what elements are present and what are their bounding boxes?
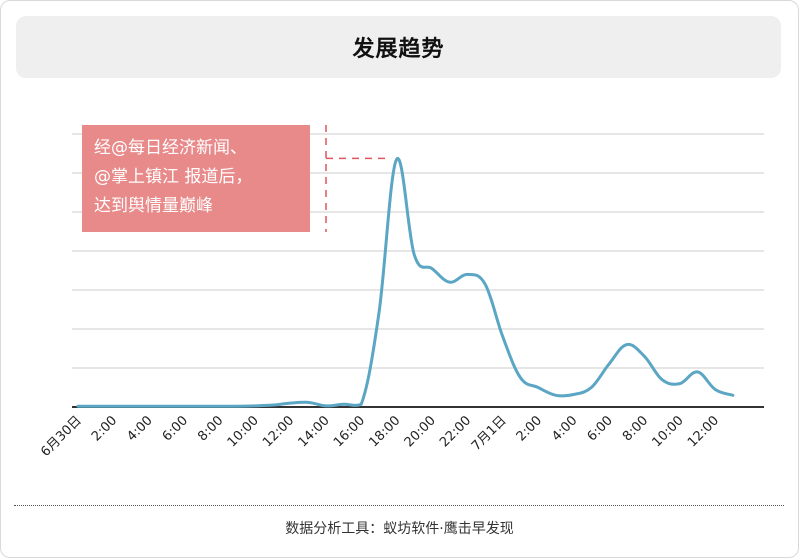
x-tick-label-10: 20:00	[402, 413, 439, 450]
annotation-text-line-0: 经@每日经济新闻、	[94, 138, 247, 158]
x-tick-label-9: 18:00	[366, 413, 403, 450]
x-tick-label-5: 10:00	[225, 413, 262, 450]
annotation-box	[82, 125, 310, 232]
x-tick-label-15: 6:00	[585, 413, 616, 444]
x-tick-label-7: 14:00	[296, 413, 333, 450]
x-tick-label-16: 8:00	[620, 413, 651, 444]
annotation-text-line-2: 达到舆情量巅峰	[94, 196, 213, 216]
x-tick-label-18: 12:00	[685, 413, 722, 450]
x-tick-label-13: 2:00	[514, 413, 545, 444]
x-tick-label-4: 8:00	[195, 413, 226, 444]
x-tick-label-0: 6月30日	[38, 413, 85, 460]
footer-divider	[14, 505, 784, 506]
x-tick-label-6: 12:00	[260, 413, 297, 450]
x-tick-label-12: 7月1日	[469, 413, 510, 454]
footer-source: 数据分析工具：蚁坊软件·鹰击早发现	[285, 521, 514, 537]
x-tick-label-17: 10:00	[650, 413, 687, 450]
x-tick-label-1: 2:00	[89, 413, 120, 444]
x-tick-label-2: 4:00	[124, 413, 155, 444]
series-line	[76, 157, 735, 408]
annotation-text-line-1: @掌上镇江 报道后，	[94, 167, 252, 187]
x-tick-label-14: 4:00	[549, 413, 580, 444]
x-tick-label-11: 22:00	[437, 413, 474, 450]
x-tick-label-3: 6:00	[160, 413, 191, 444]
title-bar: 发展趋势	[16, 16, 781, 78]
chart-title: 发展趋势	[352, 37, 445, 62]
x-tick-label-8: 16:00	[331, 413, 368, 450]
